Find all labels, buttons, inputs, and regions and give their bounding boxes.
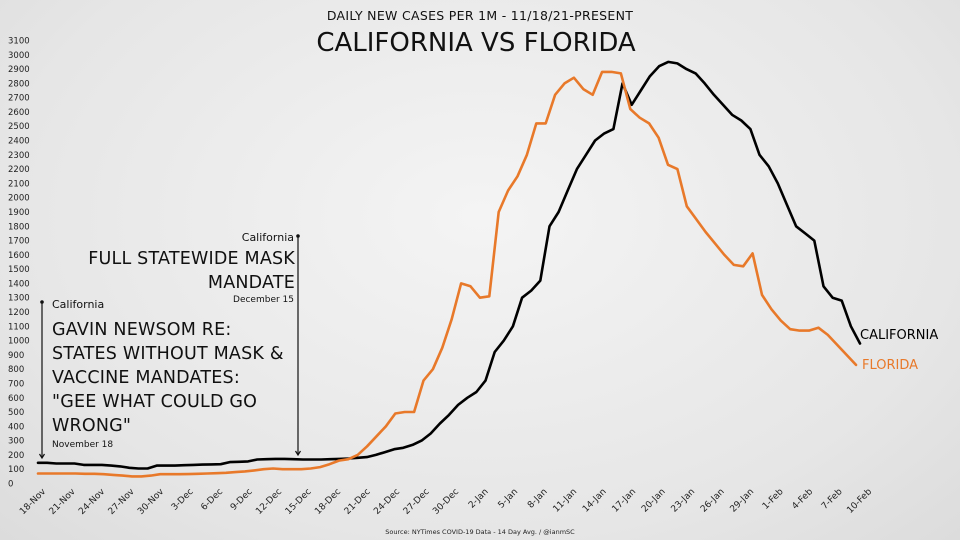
x-tick-label: 17-Jan (610, 487, 638, 515)
x-tick-label: 11-Jan (551, 487, 579, 515)
mandate-date: December 15 (233, 295, 294, 305)
x-tick-label: 9-Dec (229, 487, 255, 513)
y-tick-label: 800 (8, 365, 24, 375)
newsom-quote-line: VACCINE MANDATES: (52, 368, 240, 388)
source-note: Source: NYTimes COVID-19 Data - 14 Day A… (385, 528, 575, 536)
y-axis: 0 100 200 300 400 500 600 700 800 900 1000 1100 1200… (8, 37, 30, 490)
y-tick-label: 1100 (8, 322, 30, 332)
mandate-state-label: California (241, 231, 294, 244)
x-tick-label: 1-Feb (761, 487, 786, 512)
y-tick-label: 2700 (8, 94, 30, 104)
y-tick-label: 1500 (8, 265, 30, 275)
x-tick-label: 24-Dec (372, 487, 402, 517)
x-axis: 18-Nov 21-Nov 24-Nov 27-Nov 30-Nov 3-Dec 6-Dec… (18, 487, 874, 517)
x-tick-label: 27-Nov (107, 487, 137, 517)
y-tick-label: 0 (8, 480, 13, 490)
series-line-florida (36, 70, 858, 478)
x-tick-label: 18-Dec (313, 487, 343, 517)
mandate-text-line: MANDATE (207, 273, 295, 293)
y-tick-label: 1300 (8, 294, 30, 304)
x-tick-label: 15-Dec (284, 487, 314, 517)
annotation-marker-arrow (38, 453, 46, 460)
newsom-state-label: California (52, 298, 105, 311)
y-tick-label: 1000 (8, 337, 30, 347)
annotation-markers (38, 234, 302, 460)
x-tick-label: 6-Dec (199, 487, 225, 513)
y-tick-label: 1700 (8, 237, 30, 247)
y-tick-label: 200 (8, 451, 24, 461)
x-tick-label: 20-Jan (640, 487, 668, 515)
newsom-quote: GAVIN NEWSOM RE: STATES WITHOUT MASK & V… (52, 318, 322, 438)
y-tick-label: 1900 (8, 208, 30, 218)
newsom-quote-line: WRONG" (52, 416, 132, 436)
y-tick-label: 2900 (8, 65, 30, 75)
y-tick-label: 900 (8, 351, 24, 361)
y-tick-label: 2800 (8, 79, 30, 89)
series-line-california (36, 60, 862, 470)
y-tick-label: 1200 (8, 308, 30, 318)
x-tick-label: 26-Jan (699, 487, 727, 515)
x-tick-label: 5-Jan (497, 487, 521, 511)
x-tick-label: 10-Feb (845, 487, 874, 516)
newsom-quote-line: STATES WITHOUT MASK & (52, 344, 284, 364)
y-tick-label: 1400 (8, 279, 30, 289)
x-tick-label: 21-Dec (343, 487, 373, 517)
y-tick-label: 3000 (8, 51, 30, 61)
chart-subtitle: DAILY NEW CASES PER 1M - 11/18/21-PRESEN… (326, 8, 634, 23)
y-tick-label: 3100 (8, 37, 30, 47)
annotation-marker-arrow (294, 450, 302, 457)
series-lines (36, 60, 862, 478)
x-tick-label: 29-Jan (728, 487, 756, 515)
y-tick-label: 2300 (8, 151, 30, 161)
x-tick-label: 3-Dec (170, 487, 196, 513)
x-tick-label: 12-Dec (254, 487, 284, 517)
x-tick-label: 18-Nov (18, 487, 48, 517)
y-tick-label: 2100 (8, 179, 30, 189)
y-tick-label: 2600 (8, 108, 30, 118)
newsom-quote-line: "GEE WHAT COULD GO (52, 392, 258, 412)
y-tick-label: 2500 (8, 122, 30, 132)
y-tick-label: 500 (8, 408, 24, 418)
x-tick-label: 14-Jan (581, 487, 609, 515)
series-label-california: CALIFORNIA (860, 328, 939, 343)
y-tick-label: 2400 (8, 137, 30, 147)
y-tick-label: 1800 (8, 222, 30, 232)
mandate-text: FULL STATEWIDE MASK MANDATE (40, 247, 295, 295)
series-label-florida: FLORIDA (862, 358, 919, 373)
y-tick-label: 2000 (8, 194, 30, 204)
y-tick-label: 700 (8, 379, 24, 389)
y-tick-label: 400 (8, 422, 24, 432)
y-tick-label: 100 (8, 465, 24, 475)
x-tick-label: 27-Dec (402, 487, 432, 517)
y-tick-label: 600 (8, 394, 24, 404)
y-tick-label: 300 (8, 437, 24, 447)
chart-title: CALIFORNIA VS FLORIDA (316, 28, 636, 58)
x-tick-label: 4-Feb (790, 487, 815, 512)
annotation-marker-dot (40, 300, 44, 304)
mandate-text-line: FULL STATEWIDE MASK (88, 249, 295, 269)
x-tick-label: 2-Jan (467, 487, 491, 511)
x-tick-label: 23-Jan (669, 487, 697, 515)
x-tick-label: 7-Feb (820, 487, 845, 512)
x-tick-label: 8-Jan (526, 487, 550, 511)
newsom-quote-line: GAVIN NEWSOM RE: (52, 320, 232, 340)
annotation-marker-dot (296, 234, 300, 238)
y-tick-label: 2200 (8, 165, 30, 175)
x-tick-label: 30-Nov (136, 487, 166, 517)
newsom-date: November 18 (52, 440, 114, 450)
x-tick-label: 21-Nov (48, 487, 78, 517)
x-tick-label: 24-Nov (77, 487, 107, 517)
y-tick-label: 1600 (8, 251, 30, 261)
x-tick-label: 30-Dec (431, 487, 461, 517)
